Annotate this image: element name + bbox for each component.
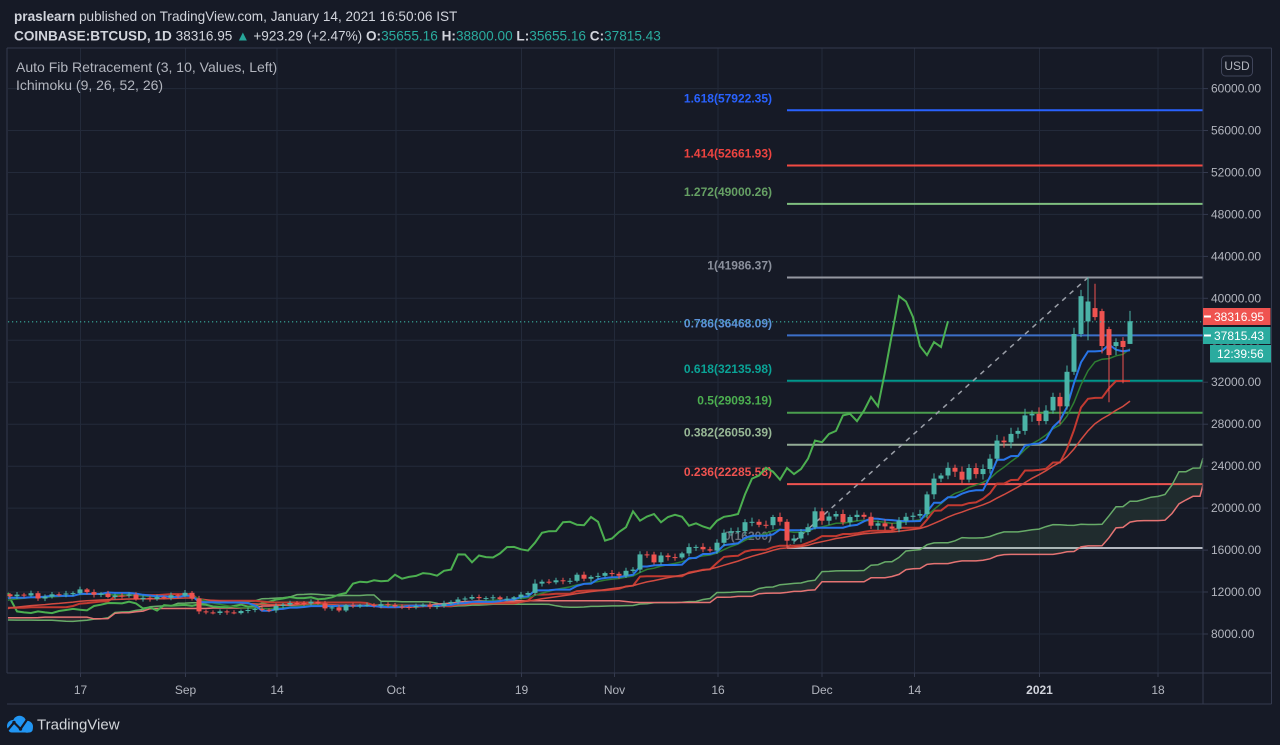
svg-text:1.618(57922.35): 1.618(57922.35) <box>684 91 772 105</box>
svg-text:8000.00: 8000.00 <box>1211 627 1255 641</box>
svg-text:0.382(26050.39): 0.382(26050.39) <box>684 426 772 440</box>
svg-text:Auto Fib Retracement (3, 10, V: Auto Fib Retracement (3, 10, Values, Lef… <box>16 59 277 75</box>
svg-text:0.5(29093.19): 0.5(29093.19) <box>697 394 772 408</box>
svg-text:38316.95: 38316.95 <box>1214 310 1264 324</box>
svg-text:1.272(49000.26): 1.272(49000.26) <box>684 185 772 199</box>
svg-text:0.618(32135.98): 0.618(32135.98) <box>684 362 772 376</box>
svg-text:0.236(22285.58): 0.236(22285.58) <box>684 465 772 479</box>
svg-text:Dec: Dec <box>811 683 832 697</box>
svg-text:USD: USD <box>1224 59 1250 73</box>
svg-text:28000.00: 28000.00 <box>1211 417 1261 431</box>
svg-text:14: 14 <box>908 683 922 697</box>
svg-text:37815.43: 37815.43 <box>1214 329 1264 343</box>
svg-text:24000.00: 24000.00 <box>1211 459 1261 473</box>
svg-text:32000.00: 32000.00 <box>1211 375 1261 389</box>
svg-text:40000.00: 40000.00 <box>1211 291 1261 305</box>
svg-text:0.786(36468.09): 0.786(36468.09) <box>684 316 772 330</box>
svg-text:Oct: Oct <box>387 683 406 697</box>
svg-text:16: 16 <box>711 683 725 697</box>
svg-text:18: 18 <box>1151 683 1165 697</box>
svg-text:60000.00: 60000.00 <box>1211 82 1261 96</box>
svg-text:1.414(52661.93): 1.414(52661.93) <box>684 147 772 161</box>
svg-text:TradingView: TradingView <box>37 717 120 734</box>
svg-text:52000.00: 52000.00 <box>1211 166 1261 180</box>
svg-text:56000.00: 56000.00 <box>1211 124 1261 138</box>
svg-text:1(41986.37): 1(41986.37) <box>707 259 772 273</box>
svg-text:Ichimoku (9, 26, 52, 26): Ichimoku (9, 26, 52, 26) <box>16 77 163 93</box>
svg-text:48000.00: 48000.00 <box>1211 207 1261 221</box>
svg-text:Nov: Nov <box>604 683 625 697</box>
svg-text:Sep: Sep <box>175 683 197 697</box>
svg-text:2021: 2021 <box>1026 683 1053 697</box>
svg-text:COINBASE:BTCUSD, 1D 38316.95 ▲: COINBASE:BTCUSD, 1D 38316.95 ▲ +923.29 (… <box>14 29 661 44</box>
svg-text:20000.00: 20000.00 <box>1211 501 1261 515</box>
svg-text:16000.00: 16000.00 <box>1211 543 1261 557</box>
svg-text:17: 17 <box>74 683 88 697</box>
svg-text:12000.00: 12000.00 <box>1211 585 1261 599</box>
svg-text:praslearn published on Trading: praslearn published on TradingView.com, … <box>14 9 457 24</box>
svg-text:44000.00: 44000.00 <box>1211 249 1261 263</box>
svg-text:12:39:56: 12:39:56 <box>1217 347 1264 361</box>
svg-text:19: 19 <box>515 683 529 697</box>
svg-text:14: 14 <box>270 683 284 697</box>
